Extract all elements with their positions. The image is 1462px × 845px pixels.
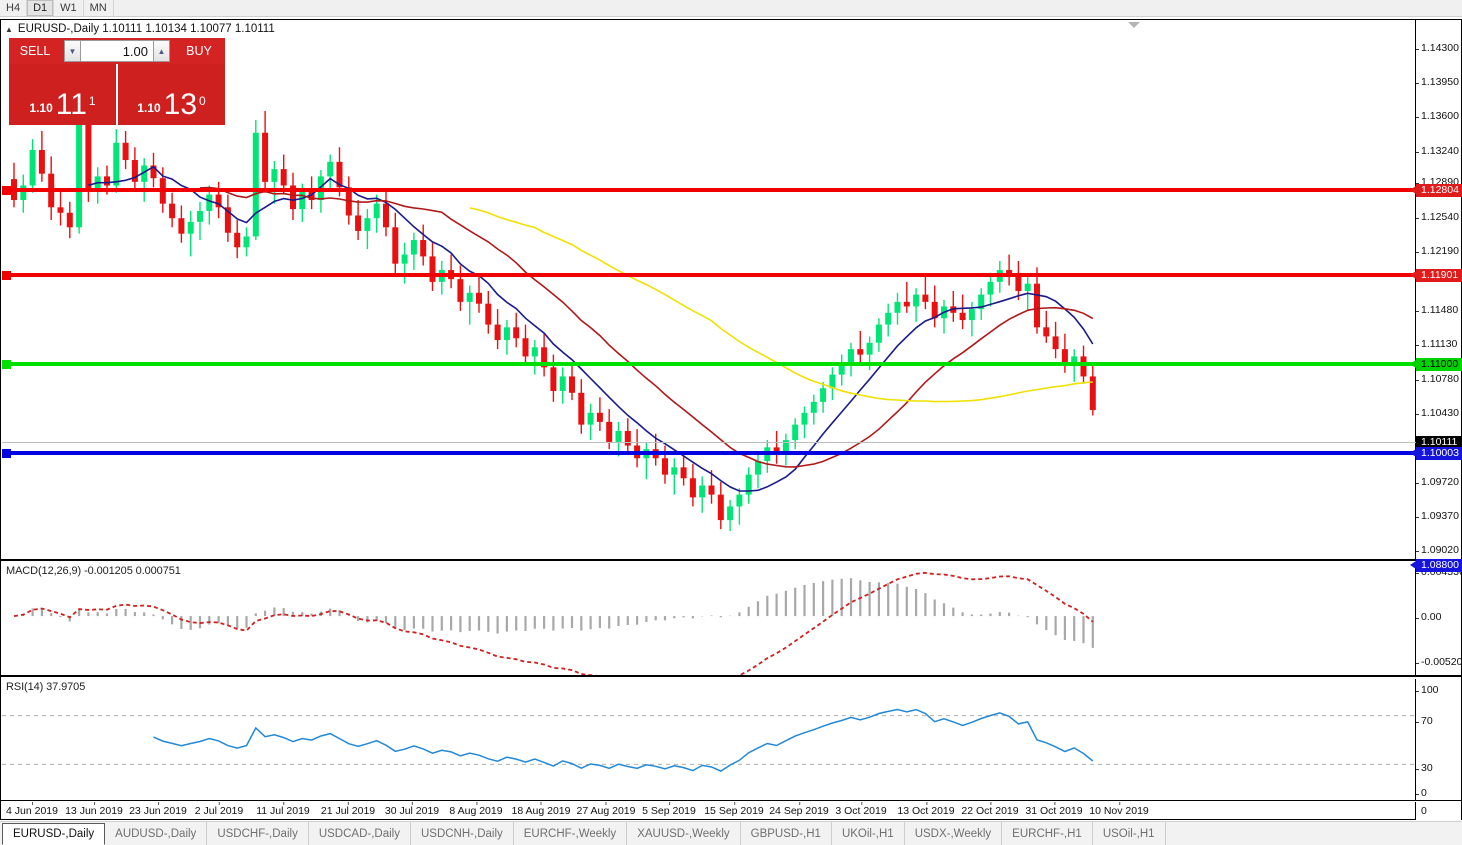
price-level-line-1.11000[interactable]	[2, 360, 1417, 369]
symbol-tab-eurchf--h1[interactable]: EURCHF-,H1	[1002, 822, 1093, 845]
time-axis-label: 18 Aug 2019	[511, 802, 571, 817]
time-axis-label: 22 Oct 2019	[961, 802, 1019, 817]
volume-input[interactable]: 1.00	[81, 40, 153, 62]
current-price-line	[2, 442, 1417, 443]
symbol-tab-usdchf--daily[interactable]: USDCHF-,Daily	[207, 822, 309, 845]
one-click-prices-row: 1.10 11 1 1.10 13 0	[9, 64, 225, 125]
symbol-tab-ukoil--h1[interactable]: UKOil-,H1	[832, 822, 905, 845]
symbol-tab-gbpusd--h1[interactable]: GBPUSD-,H1	[741, 822, 832, 845]
price-level-line-1.10003[interactable]	[2, 449, 1417, 458]
time-axis-label: 8 Aug 2019	[449, 802, 503, 817]
time-axis-label: 10 Nov 2019	[1089, 802, 1149, 817]
volume-control: ▼ 1.00 ▲	[61, 38, 173, 64]
rsi-label: RSI(14) 37.9705	[6, 681, 86, 693]
time-axis-label: 30 Jul 2019	[384, 802, 440, 817]
symbol-tab-usoil--h1[interactable]: USOil-,H1	[1093, 822, 1166, 845]
one-click-controls-row: SELL ▼ 1.00 ▲ BUY	[9, 38, 225, 64]
timeframe-h4[interactable]: H4	[0, 0, 28, 16]
macd-plot-area[interactable]	[2, 563, 1417, 675]
time-axis-label: 2 Jul 2019	[194, 802, 244, 817]
rsi-plot-area[interactable]	[2, 679, 1417, 800]
volume-increment-button[interactable]: ▲	[153, 40, 170, 62]
price-level-handle[interactable]	[2, 449, 11, 458]
time-axis-label: 4 Jun 2019	[6, 802, 58, 817]
symbol-tab-audusd--daily[interactable]: AUDUSD-,Daily	[105, 822, 208, 845]
sell-price-display[interactable]: 1.10 11 1	[9, 64, 116, 125]
time-axis-label: 27 Aug 2019	[576, 802, 636, 817]
rsi-axis: 100 70 30 0	[1415, 679, 1461, 800]
symbol-tab-xauusd--weekly[interactable]: XAUUSD-,Weekly	[627, 822, 741, 845]
buy-price-fraction: 0	[199, 94, 206, 108]
buy-price-display[interactable]: 1.10 13 0	[118, 64, 225, 125]
symbol-tab-usdcad--daily[interactable]: USDCAD-,Daily	[309, 822, 411, 845]
candlestick-svg	[11, 101, 1096, 531]
time-axis-label: 24 Sep 2019	[769, 802, 829, 817]
time-axis: 4 Jun 2019 13 Jun 2019 23 Jun 2019 2 Jul 20…	[1, 802, 1461, 820]
timeframe-w1[interactable]: W1	[54, 0, 84, 16]
price-axis-badge-1.12804[interactable]: 1.12804	[1416, 184, 1462, 197]
symbol-tab-usdcnh--daily[interactable]: USDCNH-,Daily	[411, 822, 514, 845]
price-axis-arrow-icon	[1410, 360, 1416, 368]
price-axis-badge-1.11000[interactable]: 1.11000	[1416, 358, 1462, 371]
price-axis-badge-1.10111[interactable]: 1.10111	[1416, 436, 1462, 449]
time-axis-label: 23 Jun 2019	[129, 802, 187, 817]
symbol-tab-eurusd--daily[interactable]: EURUSD-,Daily	[2, 823, 106, 845]
time-axis-label: 13 Jun 2019	[65, 802, 123, 817]
symbol-header-text: EURUSD-,Daily 1.10111 1.10134 1.10077 1.…	[17, 23, 275, 35]
sell-price-fraction: 1	[88, 94, 96, 108]
buy-price-whole: 1.10	[137, 101, 161, 115]
symbol-header: ▲ EURUSD-,Daily 1.10111 1.10134 1.10077 …	[5, 23, 275, 35]
macd-svg	[13, 571, 1094, 675]
time-axis-label: 13 Oct 2019	[897, 802, 955, 817]
price-axis-arrow-icon	[1410, 561, 1416, 569]
price-axis[interactable]: 1.14300 1.13950 1.13600 1.13240 1.12890 1.125…	[1410, 20, 1462, 591]
price-axis-badge-1.08800[interactable]: 1.08800	[1416, 559, 1462, 572]
price-axis-arrow-icon	[1410, 271, 1416, 279]
price-level-handle[interactable]	[2, 271, 11, 280]
collapse-triangle-icon[interactable]: ▲	[5, 24, 13, 34]
time-axis-label: 11 Jul 2019	[256, 802, 310, 817]
macd-pane[interactable]: MACD(12,26,9) -0.001205 0.000751 0.00453…	[1, 563, 1462, 677]
time-axis-label: 5 Sep 2019	[642, 802, 696, 817]
timeframe-d1[interactable]: D1	[27, 0, 55, 16]
time-axis-zero-label: 0	[1421, 805, 1427, 817]
time-axis-label: 31 Oct 2019	[1025, 802, 1083, 817]
buy-price-pips: 13	[163, 88, 198, 121]
scroll-caret-icon[interactable]	[1128, 22, 1140, 28]
sell-price-pips: 11	[55, 88, 87, 121]
rsi-svg	[2, 708, 1417, 772]
symbol-tab-bar: EURUSD-,Daily AUDUSD-,Daily USDCHF-,Daily U…	[0, 821, 1462, 845]
symbol-tab-usdx--weekly[interactable]: USDX-,Weekly	[905, 822, 1003, 845]
timeframe-mn[interactable]: MN	[84, 0, 114, 16]
price-level-line-1.12804[interactable]	[2, 186, 1417, 195]
volume-decrement-button[interactable]: ▼	[64, 40, 81, 62]
price-pane[interactable]: ▲ EURUSD-,Daily 1.10111 1.10134 1.10077 …	[1, 20, 1462, 591]
chart-frame: ▲ EURUSD-,Daily 1.10111 1.10134 1.10077 …	[0, 19, 1462, 820]
price-axis-badge-1.11901[interactable]: 1.11901	[1416, 269, 1462, 282]
price-plot-area[interactable]	[2, 20, 1417, 559]
price-axis-arrow-icon	[1410, 449, 1416, 457]
time-axis-label: 15 Sep 2019	[704, 802, 764, 817]
sell-button[interactable]: SELL	[9, 38, 61, 64]
macd-label: MACD(12,26,9) -0.001205 0.000751	[6, 565, 181, 577]
price-level-handle[interactable]	[2, 360, 11, 369]
buy-button[interactable]: BUY	[173, 38, 225, 64]
time-axis-corner: 0	[1415, 802, 1461, 820]
time-axis-label: 3 Oct 2019	[835, 802, 887, 817]
rsi-pane[interactable]: RSI(14) 37.9705 100 70 30 0	[1, 679, 1461, 801]
time-axis-label: 21 Jul 2019	[320, 802, 376, 817]
sell-price-whole: 1.10	[29, 101, 53, 115]
price-level-line-1.11901[interactable]	[2, 271, 1417, 280]
timeframe-bar: H4 D1 W1 MN	[0, 0, 1462, 17]
price-axis-arrow-icon	[1410, 186, 1416, 194]
one-click-trading-panel[interactable]: SELL ▼ 1.00 ▲ BUY 1.10 11 1 1.10	[9, 38, 225, 125]
price-level-handle[interactable]	[2, 186, 11, 195]
price-axis-badge-1.10003[interactable]: 1.10003	[1416, 447, 1462, 460]
symbol-tab-eurchf--weekly[interactable]: EURCHF-,Weekly	[514, 822, 628, 845]
